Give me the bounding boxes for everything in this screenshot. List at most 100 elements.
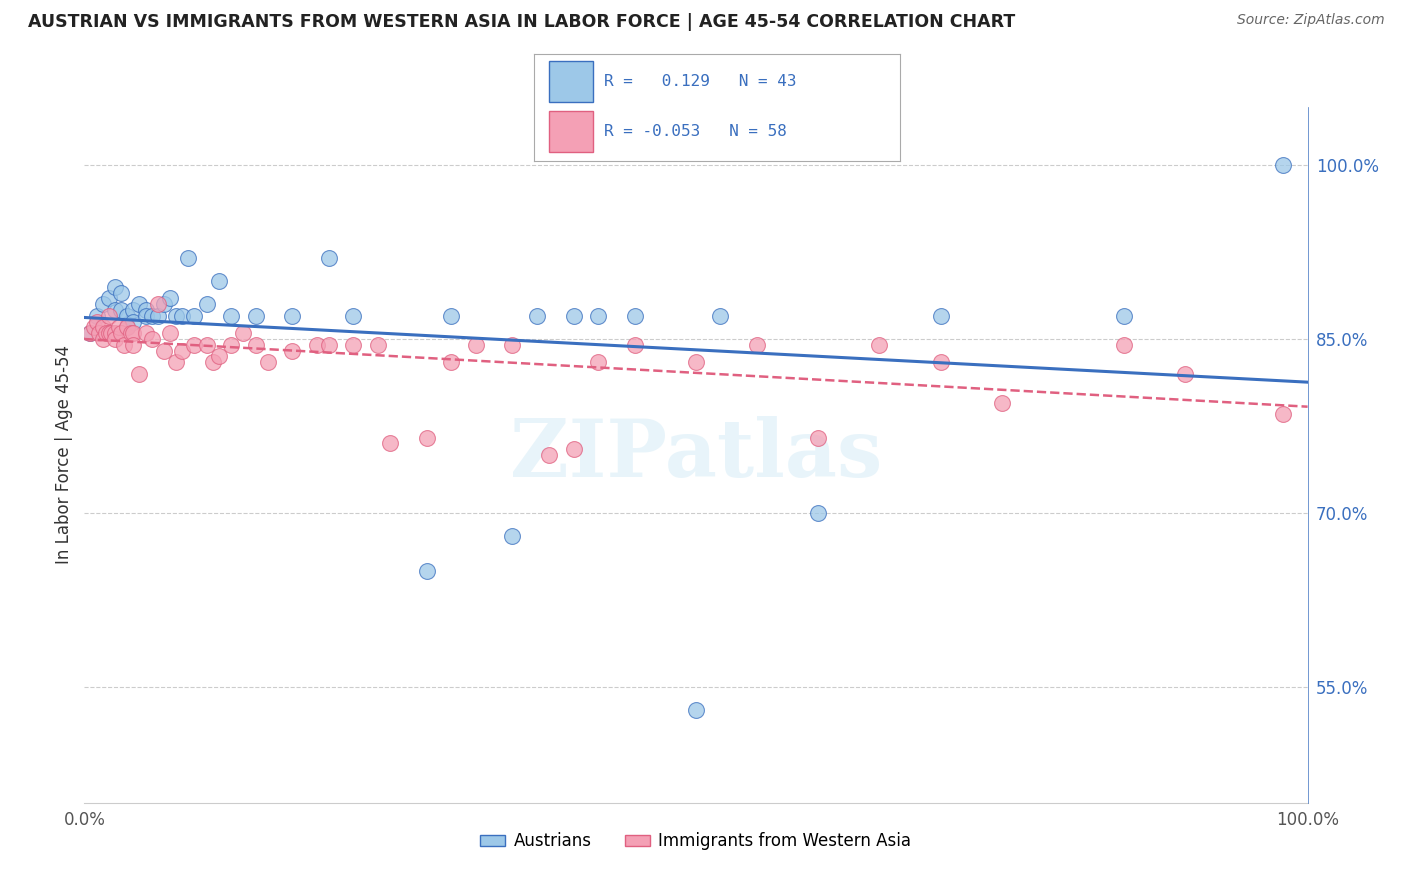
Point [79, 326, 101, 341]
Point [141, 332, 163, 346]
Point [165, 355, 187, 369]
Text: R =   0.129   N = 43: R = 0.129 N = 43 [603, 74, 796, 89]
Point [281, 343, 304, 358]
Point [562, 442, 585, 457]
Point [709, 309, 731, 323]
Point [135, 309, 157, 323]
Point [219, 338, 242, 352]
Point [1272, 158, 1295, 172]
Point [104, 332, 127, 346]
Point [929, 309, 952, 323]
Point [464, 338, 486, 352]
Point [91, 297, 114, 311]
Text: R = -0.053   N = 58: R = -0.053 N = 58 [603, 124, 786, 139]
Point [86, 309, 108, 323]
Text: ZIPatlas: ZIPatlas [510, 416, 882, 494]
Text: Source: ZipAtlas.com: Source: ZipAtlas.com [1237, 13, 1385, 28]
Point [685, 355, 707, 369]
Point [183, 338, 205, 352]
Point [245, 309, 267, 323]
Point [128, 297, 150, 311]
Point [305, 338, 328, 352]
Point [807, 506, 830, 520]
Point [183, 309, 205, 323]
Point [120, 326, 142, 341]
Point [342, 338, 364, 352]
Point [367, 338, 389, 352]
Point [416, 431, 439, 445]
Point [122, 303, 145, 318]
Point [110, 303, 132, 318]
Point [153, 343, 176, 358]
Y-axis label: In Labor Force | Age 45-54: In Labor Force | Age 45-54 [55, 345, 73, 565]
Point [86, 315, 108, 329]
Point [281, 309, 304, 323]
Point [104, 326, 127, 341]
Point [97, 309, 120, 323]
Point [128, 367, 150, 381]
Point [807, 431, 830, 445]
Legend: Austrians, Immigrants from Western Asia: Austrians, Immigrants from Western Asia [474, 826, 918, 857]
Point [318, 251, 340, 265]
Point [318, 338, 340, 352]
Point [91, 332, 114, 346]
Point [869, 338, 891, 352]
Point [1114, 338, 1136, 352]
Point [159, 291, 181, 305]
Text: AUSTRIAN VS IMMIGRANTS FROM WESTERN ASIA IN LABOR FORCE | AGE 45-54 CORRELATION : AUSTRIAN VS IMMIGRANTS FROM WESTERN ASIA… [28, 13, 1015, 31]
Point [685, 703, 707, 717]
Point [97, 291, 120, 305]
Point [245, 338, 267, 352]
Point [195, 338, 218, 352]
Point [538, 448, 561, 462]
Point [208, 274, 231, 288]
Point [107, 320, 129, 334]
Point [79, 326, 101, 341]
Point [502, 529, 524, 543]
Point [87, 326, 110, 341]
Point [115, 320, 138, 334]
Point [83, 320, 105, 334]
Point [115, 320, 138, 334]
Point [416, 564, 439, 578]
Point [135, 326, 157, 341]
Point [586, 309, 609, 323]
Point [342, 309, 364, 323]
Point [172, 309, 194, 323]
Point [177, 251, 200, 265]
Point [991, 396, 1014, 410]
Point [146, 309, 169, 323]
Point [135, 303, 157, 318]
Point [440, 309, 463, 323]
Point [104, 280, 127, 294]
Point [104, 303, 127, 318]
Point [1114, 309, 1136, 323]
Point [159, 326, 181, 341]
Point [153, 297, 176, 311]
Point [257, 355, 280, 369]
FancyBboxPatch shape [548, 112, 593, 152]
Point [747, 338, 769, 352]
Point [208, 350, 231, 364]
Point [624, 309, 647, 323]
Point [1272, 407, 1295, 422]
Point [201, 355, 224, 369]
Point [115, 309, 138, 323]
Point [110, 285, 132, 300]
Point [586, 355, 609, 369]
Point [100, 326, 122, 341]
Point [96, 326, 118, 341]
FancyBboxPatch shape [548, 61, 593, 102]
Point [91, 320, 114, 334]
Point [380, 436, 402, 450]
Point [232, 326, 254, 341]
Point [172, 343, 194, 358]
Point [141, 309, 163, 323]
Point [122, 315, 145, 329]
Point [195, 297, 218, 311]
Point [526, 309, 548, 323]
Point [165, 309, 187, 323]
Point [219, 309, 242, 323]
Point [122, 326, 145, 341]
Point [440, 355, 463, 369]
